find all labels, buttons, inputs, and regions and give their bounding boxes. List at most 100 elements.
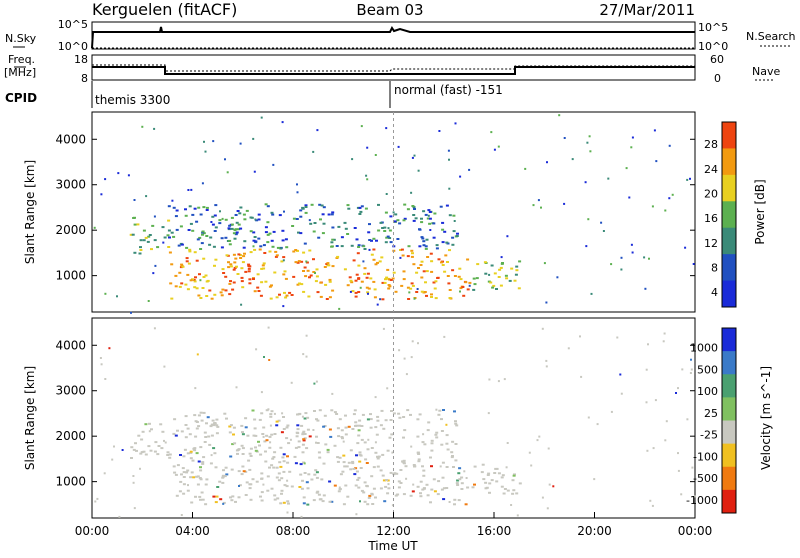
data-cell [313, 473, 317, 476]
data-cell [330, 409, 334, 412]
data-cell [324, 283, 328, 286]
data-cell [299, 463, 303, 466]
data-cell [419, 495, 423, 498]
data-cell [412, 219, 416, 222]
data-cell [305, 481, 309, 484]
data-cell [215, 424, 219, 427]
data-cell [258, 444, 261, 447]
data-cell [365, 174, 368, 177]
data-cell [189, 476, 193, 479]
data-cell [330, 500, 334, 503]
nsearch-label: N.Search [746, 30, 796, 43]
data-cell [346, 284, 350, 287]
data-cell [546, 507, 549, 510]
data-cell [419, 264, 423, 266]
data-cell [630, 243, 633, 246]
data-cell [376, 465, 380, 468]
data-cell [273, 498, 277, 501]
freq-trace [92, 66, 695, 75]
data-cell [455, 424, 459, 427]
data-cell [260, 472, 264, 475]
data-cell [242, 213, 246, 216]
data-cell [269, 297, 273, 300]
data-cell [194, 276, 197, 279]
data-cell [336, 255, 340, 258]
data-cell [374, 441, 377, 444]
data-cell [545, 359, 548, 362]
data-cell [273, 494, 277, 497]
data-cell [308, 435, 312, 438]
data-cell [185, 471, 189, 474]
data-cell [357, 434, 361, 437]
data-cell [184, 214, 188, 217]
data-cell [236, 210, 240, 212]
data-cell [694, 495, 697, 498]
data-cell [328, 428, 332, 431]
data-cell [488, 378, 491, 381]
data-cell [201, 233, 204, 236]
data-cell [253, 236, 257, 238]
data-cell [302, 290, 306, 293]
data-cell [417, 342, 419, 345]
data-cell [244, 417, 248, 420]
data-cell [294, 462, 298, 465]
data-cell [497, 145, 500, 148]
data-cell [427, 209, 431, 212]
data-cell [266, 221, 270, 224]
data-cell [251, 478, 255, 481]
data-cell [146, 240, 150, 243]
data-cell [259, 453, 263, 456]
data-cell [333, 411, 337, 414]
data-cell [437, 480, 441, 483]
data-cell [488, 482, 492, 485]
data-cell [159, 423, 163, 426]
data-cell [409, 413, 412, 416]
nsky-left-tick-top: 10^5 [58, 18, 88, 31]
data-cell [360, 125, 363, 128]
data-cell [133, 251, 137, 254]
data-cell [213, 452, 217, 455]
data-cell [387, 487, 391, 490]
data-cell [445, 241, 449, 244]
data-cell [244, 270, 248, 273]
data-cell [202, 411, 206, 414]
data-cell [451, 455, 454, 457]
data-cell [248, 452, 252, 455]
data-cell [253, 418, 257, 421]
data-cell [300, 260, 304, 263]
data-cell [178, 285, 182, 288]
data-cell [365, 462, 369, 464]
data-cell [294, 446, 298, 449]
power-y-ticks: 1000 2000 3000 4000 [55, 132, 695, 283]
data-cell [303, 462, 306, 465]
velocity-y-label: Slant Range [km] [23, 366, 37, 470]
data-cell [508, 279, 512, 282]
data-cell [198, 236, 202, 239]
data-cell [435, 436, 439, 439]
data-cell [182, 471, 186, 474]
data-cell [400, 248, 404, 251]
colorbar-tick: -25 [700, 429, 718, 442]
data-cell [234, 214, 238, 216]
data-cell [214, 258, 218, 261]
data-cell [225, 254, 229, 257]
colorbar-tick: 1000 [690, 342, 718, 355]
data-cell [349, 279, 353, 282]
data-cell [231, 288, 235, 291]
data-cell [424, 213, 428, 216]
data-cell [689, 372, 692, 374]
data-cell [548, 483, 551, 486]
data-cell [279, 247, 283, 250]
data-cell [563, 137, 566, 139]
data-cell [282, 273, 286, 276]
data-cell [313, 222, 317, 224]
data-cell [304, 211, 308, 214]
data-cell [306, 428, 310, 431]
data-cell [360, 489, 364, 492]
data-cell [280, 260, 284, 263]
data-cell [424, 281, 427, 284]
data-cell [113, 445, 115, 448]
data-cell [243, 252, 246, 255]
data-cell [377, 203, 380, 206]
data-cell [177, 244, 181, 247]
